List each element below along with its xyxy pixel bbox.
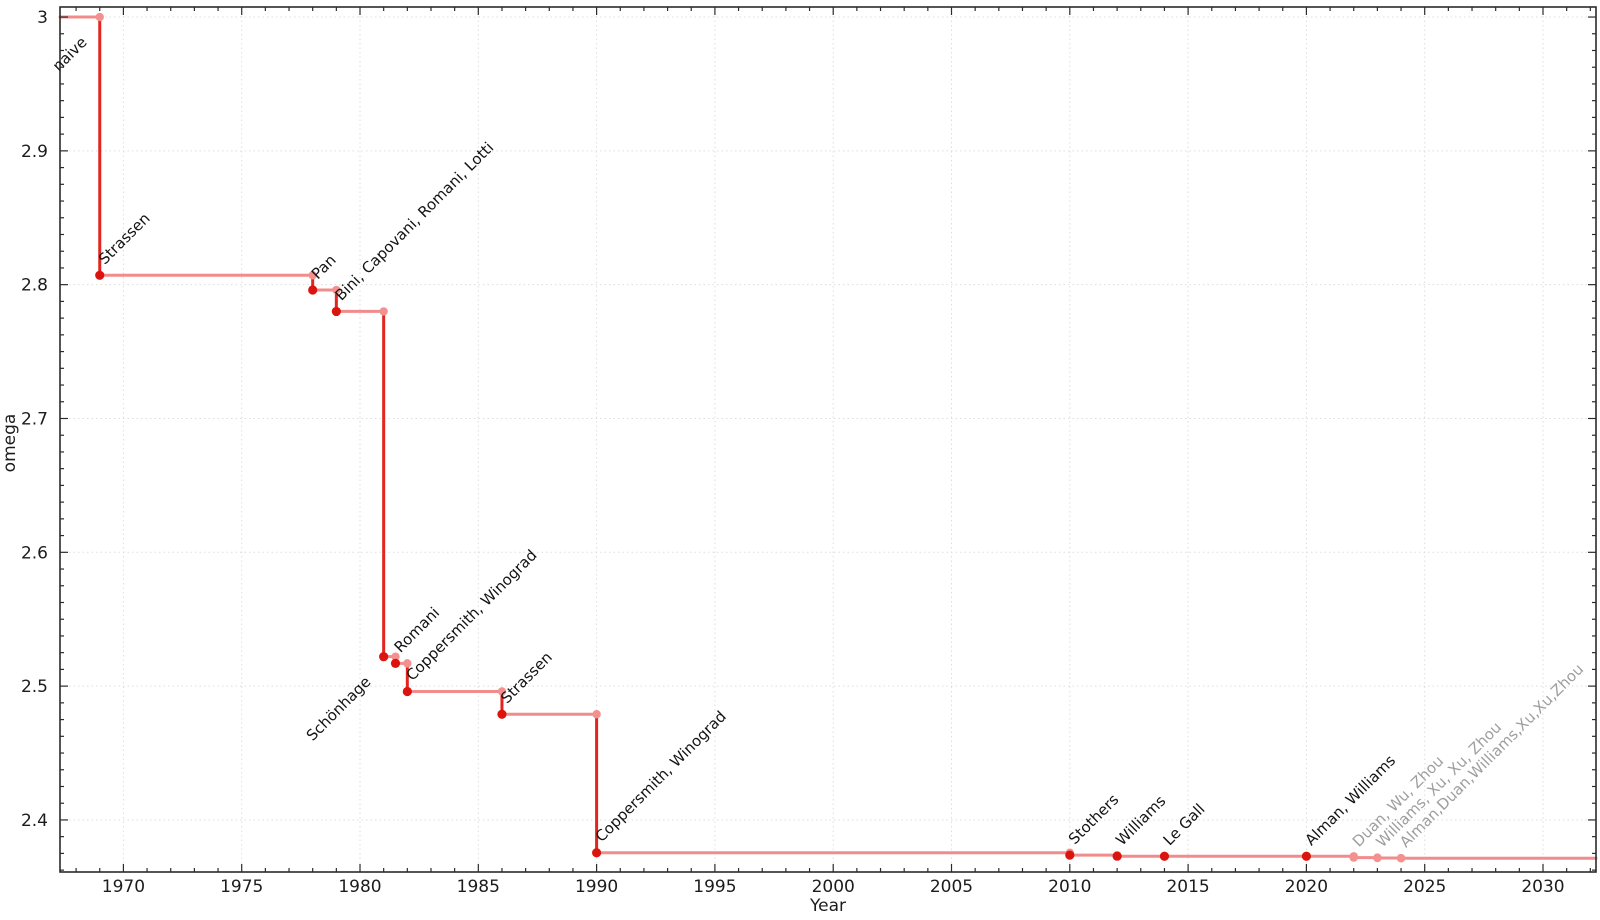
step-corner-dot	[403, 659, 412, 668]
x-tick-label: 2000	[812, 877, 855, 897]
data-point	[308, 285, 318, 295]
point-label: Coppersmith, Winograd	[592, 707, 730, 845]
x-axis-title: Year	[809, 896, 846, 916]
data-point	[592, 848, 602, 858]
grid-layer	[60, 7, 1596, 872]
data-point	[390, 658, 401, 668]
x-tick-label: 1970	[102, 877, 145, 897]
x-tick-label: 2020	[1285, 877, 1328, 897]
y-tick-label: 2.4	[21, 811, 48, 831]
y-tick-label: 2.9	[21, 142, 48, 162]
step-corner-dot	[95, 12, 104, 22]
step-corner-dot	[332, 285, 341, 295]
x-tick-label: 1995	[693, 877, 736, 897]
tick-label-layer: 1970 1975 1980 1985 1990 1995 2000 2005 2010 2015…	[21, 8, 1565, 897]
data-point	[1373, 853, 1382, 863]
step-corner-dot	[497, 687, 507, 696]
data-point	[1159, 851, 1170, 861]
data-point	[1065, 850, 1075, 860]
point-label: Strassen	[95, 209, 154, 268]
step-series-layer	[58, 12, 1598, 863]
point-label: Strassen	[497, 648, 556, 707]
data-point	[497, 709, 507, 719]
x-tick-label: 1990	[575, 877, 618, 897]
x-tick-label: 2005	[930, 877, 973, 897]
data-point	[379, 652, 389, 662]
point-label: Schönhage	[303, 673, 375, 745]
point-label: Williams	[1112, 792, 1169, 849]
x-tick-label: 2025	[1403, 877, 1446, 897]
y-tick-label: 2.5	[21, 677, 48, 697]
x-tick-label: 1975	[220, 877, 263, 897]
point-label: Williams, Xu, Xu, Zhou	[1372, 718, 1505, 851]
data-point	[1112, 851, 1122, 861]
data-point	[1301, 851, 1312, 861]
data-point	[402, 686, 412, 697]
data-point	[1396, 854, 1406, 863]
y-tick-label: 2.8	[21, 276, 48, 296]
x-tick-label: 1985	[457, 877, 500, 897]
data-point	[1349, 853, 1358, 862]
point-label: Bini, Capovani, Romani, Lotti	[331, 138, 497, 304]
point-label: Stothers	[1065, 790, 1123, 848]
point-label: Alman,Duan,Williams,Xu,Xu,Zhou	[1396, 660, 1587, 851]
point-label: Le Gall	[1160, 800, 1209, 849]
step-corner-dot	[592, 710, 601, 719]
axes-frame-layer	[59, 6, 1597, 873]
y-tick-label: 2.6	[21, 543, 48, 563]
step-corner-dot	[391, 652, 400, 661]
data-point	[331, 306, 341, 317]
x-tick-label: 2030	[1521, 877, 1564, 897]
x-tick-label: 2010	[1048, 877, 1091, 897]
x-tick-label: 2015	[1166, 877, 1209, 897]
y-tick-label: 3	[37, 8, 48, 28]
data-point	[95, 270, 105, 280]
y-axis-title: omega	[0, 414, 20, 473]
point-label: naive	[49, 33, 91, 75]
step-corner-dot	[308, 271, 317, 280]
y-tick-label: 2.7	[21, 409, 48, 429]
plot-frame	[59, 6, 1597, 873]
x-tick-label: 1980	[338, 877, 381, 897]
step-corner-dot	[379, 307, 388, 316]
